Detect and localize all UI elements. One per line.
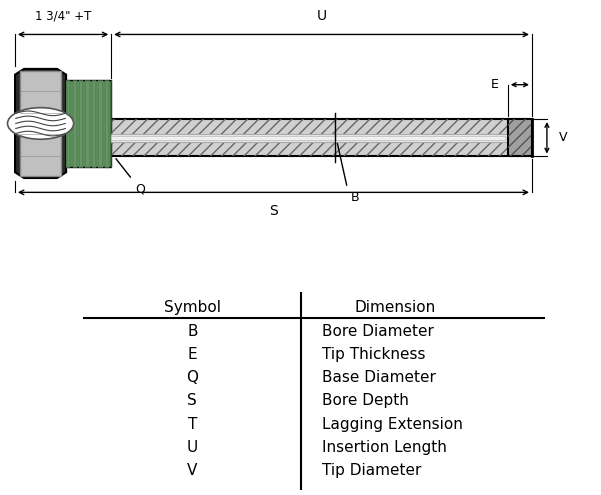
Bar xyxy=(508,119,532,156)
Text: B: B xyxy=(187,324,198,339)
Bar xyxy=(111,119,532,156)
Text: Q: Q xyxy=(186,370,198,385)
Bar xyxy=(508,119,532,156)
Text: V: V xyxy=(187,463,198,478)
Bar xyxy=(20,71,61,176)
Text: U: U xyxy=(317,9,326,23)
Bar xyxy=(111,134,508,142)
Text: V: V xyxy=(559,131,567,145)
Text: Bore Depth: Bore Depth xyxy=(322,394,409,408)
Text: Bore Diameter: Bore Diameter xyxy=(322,324,434,339)
Text: Q: Q xyxy=(135,182,145,196)
Text: T: T xyxy=(188,416,197,432)
Text: Dimension: Dimension xyxy=(355,300,436,315)
Text: S: S xyxy=(188,394,197,408)
Bar xyxy=(111,136,505,140)
Text: E: E xyxy=(188,347,197,362)
Text: 1 3/4" +T: 1 3/4" +T xyxy=(35,10,91,23)
Polygon shape xyxy=(15,69,66,178)
Text: S: S xyxy=(269,204,278,218)
Bar xyxy=(111,119,532,156)
Text: Base Diameter: Base Diameter xyxy=(322,370,436,385)
Text: Insertion Length: Insertion Length xyxy=(322,440,447,455)
Text: Tip Diameter: Tip Diameter xyxy=(322,463,421,478)
Text: Symbol: Symbol xyxy=(164,300,221,315)
Text: Lagging Extension: Lagging Extension xyxy=(322,416,463,432)
Circle shape xyxy=(8,107,74,139)
Text: U: U xyxy=(187,440,198,455)
Text: E: E xyxy=(491,78,499,91)
Text: B: B xyxy=(350,191,359,204)
Bar xyxy=(66,80,111,166)
Text: Tip Thickness: Tip Thickness xyxy=(322,347,426,362)
